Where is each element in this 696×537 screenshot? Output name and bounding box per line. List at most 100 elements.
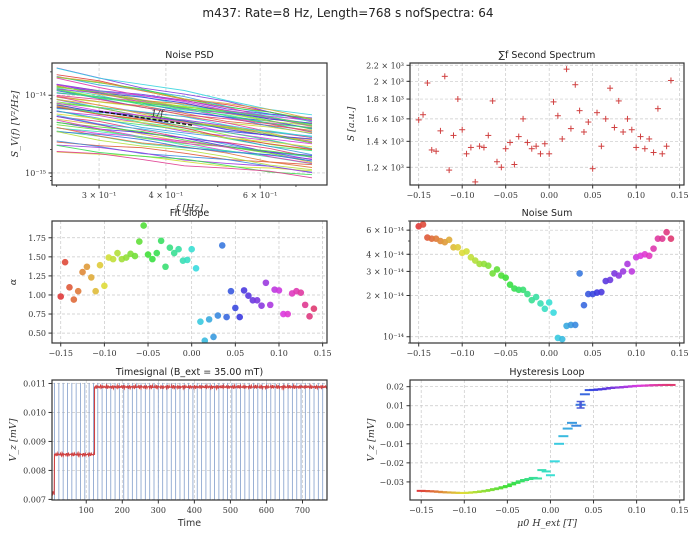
x-tick-label: −0.15 (409, 506, 434, 515)
one-over-f-fit-line (98, 110, 194, 127)
x-tick-label: 0.15 (671, 191, 689, 200)
y-tick-label: 1.2 × 10³ (366, 163, 404, 172)
x-tick-label: 700 (295, 506, 310, 515)
plot-area (416, 383, 676, 494)
data-point-plus (472, 178, 479, 185)
y-tick-label: 10⁻¹⁴ (25, 91, 46, 100)
data-point (170, 249, 178, 257)
chart-title: Noise PSD (165, 50, 213, 61)
data-point (96, 261, 104, 269)
data-point-plus (667, 77, 674, 84)
data-point-plus (528, 145, 535, 152)
data-point (218, 242, 226, 249)
data-point (489, 270, 496, 277)
y-tick-label: 0.007 (23, 495, 46, 504)
x-tick-label: 0.05 (584, 191, 602, 200)
y-axis-label: S_V(f) [V²/Hz] (10, 90, 21, 157)
data-point-plus (607, 85, 614, 92)
data-point (571, 321, 579, 329)
y-axis-label: α (8, 278, 19, 285)
data-point (61, 258, 69, 266)
data-point-plus (580, 128, 587, 135)
chart-title: ∑f Second Spectrum (499, 50, 596, 61)
data-point (580, 301, 588, 309)
data-point (253, 297, 261, 304)
x-tick-label: −0.05 (493, 349, 518, 358)
data-point (667, 235, 675, 242)
data-point (310, 305, 318, 312)
data-point (184, 256, 191, 264)
data-point (506, 281, 514, 288)
data-point (109, 255, 117, 263)
data-point-plus (454, 96, 461, 103)
y-tick-label: 0.50 (28, 329, 46, 338)
psd-series-line (56, 144, 313, 174)
data-point-plus (598, 143, 605, 150)
data-point-plus (585, 119, 592, 126)
x-tick-label: 100 (79, 506, 94, 515)
psd-series-line (56, 126, 313, 168)
psd-series-line (56, 87, 313, 133)
data-point (74, 287, 82, 295)
x-tick-label: 0.10 (627, 191, 645, 200)
chart-timesignal: Timesignal (B_ext = 35.00 mT) 100 200 300 40… (8, 367, 328, 529)
y-tick-label: −0.02 (379, 459, 404, 468)
data-point-plus (654, 105, 661, 112)
psd-series-line (56, 76, 313, 120)
x-tick-label: 0.15 (671, 349, 689, 358)
data-point (122, 254, 130, 261)
data-point (140, 222, 147, 229)
data-point-plus (476, 143, 483, 150)
data-point-plus (433, 148, 440, 155)
data-point (558, 335, 566, 343)
data-point-plus (502, 145, 509, 152)
data-point (192, 264, 200, 272)
data-point (493, 266, 501, 273)
x-tick-label: 3 × 10⁻¹ (82, 191, 117, 200)
data-point-plus (567, 125, 574, 132)
data-point (628, 268, 636, 275)
chart-fit-slope: Fit slope −0.15 −0.10 −0.05 0.00 0.05 0.10 0.15… (8, 208, 332, 358)
data-point-plus (459, 126, 466, 133)
x-tick-label: 6 × 10⁻¹ (243, 191, 278, 200)
data-point-plus (485, 132, 492, 139)
data-point-plus (537, 150, 544, 157)
x-tick-label: −0.10 (450, 349, 475, 358)
data-point-plus (554, 112, 561, 119)
data-point-plus (498, 164, 505, 171)
plot-area (415, 66, 674, 185)
data-point (232, 304, 239, 312)
chart-title: Noise Sum (522, 208, 573, 219)
data-point (258, 302, 265, 309)
x-tick-label: 0.00 (540, 349, 558, 358)
x-tick-label: 0.00 (542, 506, 560, 515)
data-point-plus (620, 128, 627, 135)
timesignal-line (52, 383, 327, 497)
chart-second-spectrum: ∑f Second Spectrum −0.15 −0.10 −0.05 0.00 0.0… (346, 50, 689, 200)
data-point (658, 235, 666, 242)
data-point-plus (489, 97, 496, 104)
data-point (545, 299, 553, 306)
psd-series-line (56, 84, 313, 121)
data-point-plus (424, 80, 431, 87)
y-tick-label: 0.009 (23, 437, 46, 446)
data-point (284, 310, 292, 318)
data-point (162, 263, 169, 271)
x-tick-label: 0.05 (585, 506, 603, 515)
data-point (175, 245, 182, 253)
psd-series-line (56, 86, 313, 123)
data-point (275, 287, 283, 294)
psd-series-line (56, 84, 313, 124)
data-point (576, 270, 583, 277)
y-tick-label: 2 × 10⁻¹⁴ (366, 292, 404, 301)
data-point (606, 276, 614, 284)
data-point (83, 263, 91, 271)
data-point-plus (559, 135, 566, 142)
figure-suptitle: m437: Rate=8 Hz, Length=768 s nofSpectra… (202, 6, 494, 20)
x-tick-label: 4 × 10⁻¹ (149, 191, 184, 200)
data-point (445, 236, 453, 244)
data-point-plus (524, 139, 531, 146)
x-tick-label: −0.05 (136, 349, 161, 358)
x-tick-label: −0.10 (92, 349, 117, 358)
